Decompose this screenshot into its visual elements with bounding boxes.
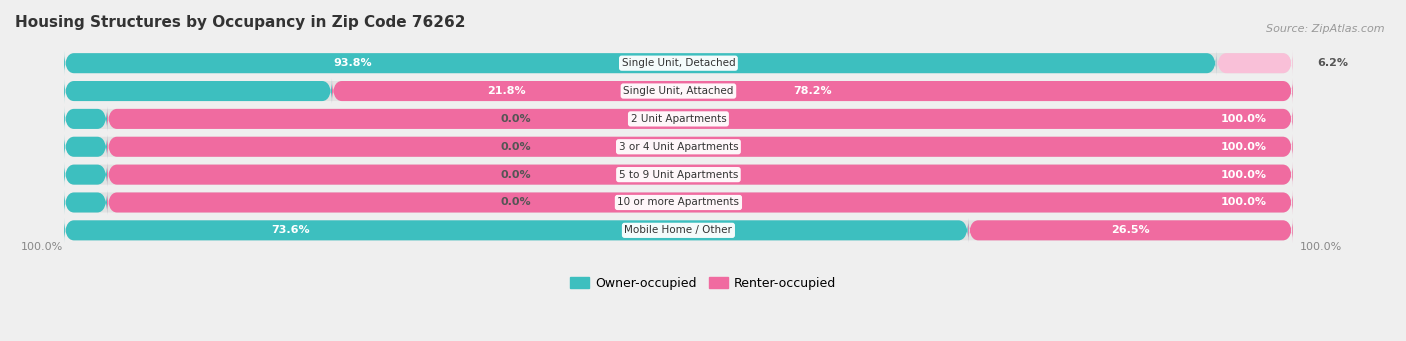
Text: 0.0%: 0.0% <box>501 114 531 124</box>
Text: Single Unit, Detached: Single Unit, Detached <box>621 58 735 68</box>
FancyBboxPatch shape <box>65 218 1292 242</box>
Text: 100.0%: 100.0% <box>21 242 63 252</box>
Text: 26.5%: 26.5% <box>1111 225 1150 235</box>
FancyBboxPatch shape <box>65 218 969 242</box>
Text: 73.6%: 73.6% <box>271 225 309 235</box>
Text: 6.2%: 6.2% <box>1317 58 1348 68</box>
Text: 100.0%: 100.0% <box>1220 169 1267 180</box>
Legend: Owner-occupied, Renter-occupied: Owner-occupied, Renter-occupied <box>565 272 841 295</box>
FancyBboxPatch shape <box>65 134 107 159</box>
Text: Single Unit, Attached: Single Unit, Attached <box>623 86 734 96</box>
FancyBboxPatch shape <box>107 190 1292 215</box>
Text: 78.2%: 78.2% <box>793 86 832 96</box>
FancyBboxPatch shape <box>65 190 1292 215</box>
Text: 0.0%: 0.0% <box>501 169 531 180</box>
Text: 93.8%: 93.8% <box>333 58 371 68</box>
Text: Housing Structures by Occupancy in Zip Code 76262: Housing Structures by Occupancy in Zip C… <box>15 15 465 30</box>
Text: 2 Unit Apartments: 2 Unit Apartments <box>630 114 727 124</box>
FancyBboxPatch shape <box>107 107 1292 131</box>
FancyBboxPatch shape <box>1216 51 1292 75</box>
Text: Source: ZipAtlas.com: Source: ZipAtlas.com <box>1267 24 1385 34</box>
FancyBboxPatch shape <box>969 218 1292 242</box>
FancyBboxPatch shape <box>107 134 1292 159</box>
Text: 0.0%: 0.0% <box>501 142 531 152</box>
Text: 10 or more Apartments: 10 or more Apartments <box>617 197 740 207</box>
Text: 100.0%: 100.0% <box>1299 242 1341 252</box>
FancyBboxPatch shape <box>65 51 1216 75</box>
Text: 0.0%: 0.0% <box>501 197 531 207</box>
FancyBboxPatch shape <box>65 134 1292 159</box>
Text: 100.0%: 100.0% <box>1220 197 1267 207</box>
Text: 3 or 4 Unit Apartments: 3 or 4 Unit Apartments <box>619 142 738 152</box>
FancyBboxPatch shape <box>65 107 1292 131</box>
Text: 21.8%: 21.8% <box>486 86 526 96</box>
FancyBboxPatch shape <box>65 162 1292 187</box>
FancyBboxPatch shape <box>65 162 107 187</box>
Text: 5 to 9 Unit Apartments: 5 to 9 Unit Apartments <box>619 169 738 180</box>
FancyBboxPatch shape <box>65 190 107 215</box>
FancyBboxPatch shape <box>107 162 1292 187</box>
FancyBboxPatch shape <box>65 79 332 103</box>
Text: 100.0%: 100.0% <box>1220 114 1267 124</box>
FancyBboxPatch shape <box>65 107 107 131</box>
Text: Mobile Home / Other: Mobile Home / Other <box>624 225 733 235</box>
FancyBboxPatch shape <box>65 79 1292 103</box>
FancyBboxPatch shape <box>332 79 1292 103</box>
Text: 100.0%: 100.0% <box>1220 142 1267 152</box>
FancyBboxPatch shape <box>65 51 1292 75</box>
